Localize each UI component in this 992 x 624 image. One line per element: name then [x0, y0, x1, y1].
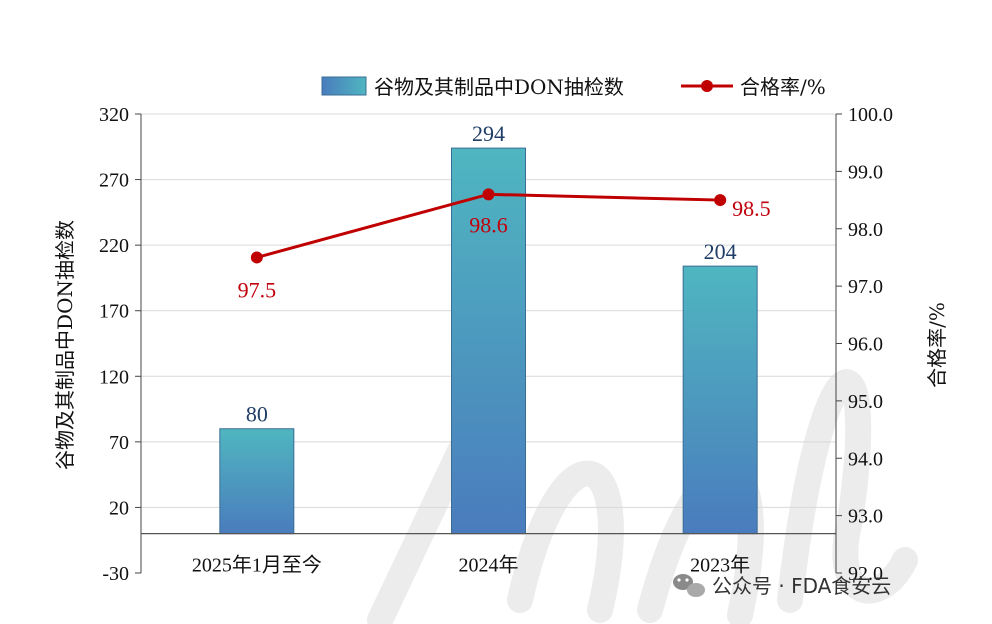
bar	[219, 428, 295, 535]
bars	[219, 147, 758, 535]
x-tick-label: 2025年1月至今	[192, 554, 322, 577]
y-tick-label: 170	[99, 301, 129, 323]
y2-tick-label: 92.0	[848, 563, 883, 585]
legend-bar-label: 谷物及其制品中DON抽检数	[374, 75, 624, 99]
x-tick-label: 2023年	[690, 554, 750, 577]
y-tick-label: 20	[109, 497, 129, 519]
y2-tick-label: 94.0	[848, 448, 883, 470]
line-data-label: 98.5	[732, 196, 771, 221]
line-data-label: 98.6	[469, 212, 508, 237]
line-point	[714, 194, 727, 207]
y2-tick-label: 98.0	[848, 219, 883, 241]
y-tick-label: -30	[102, 563, 129, 585]
data-labels: 80 294 204 97.5 98.6 98.5	[238, 121, 771, 427]
y2-tick-label: 97.0	[848, 276, 883, 298]
y-tick-label: 220	[99, 235, 129, 257]
line-point	[482, 188, 495, 201]
line-point	[250, 251, 263, 264]
wechat-icon	[673, 574, 705, 597]
y2-tick-label: 93.0	[848, 506, 883, 528]
legend-bar-swatch	[321, 76, 367, 96]
watermark-badge: 公众号 · FDA食安云	[673, 574, 891, 598]
bar-data-label: 80	[246, 402, 268, 427]
bar	[451, 147, 526, 535]
legend-line-label: 合格率/%	[740, 75, 826, 99]
bar-data-label: 204	[704, 239, 737, 264]
bar	[682, 265, 758, 535]
y2-tick-label: 99.0	[848, 161, 883, 183]
x-tick-label: 2024年	[459, 554, 519, 577]
y-axis-title: 谷物及其制品中DON抽检数	[53, 220, 77, 470]
y-tick-label: 320	[99, 104, 129, 126]
legend: 谷物及其制品中DON抽检数 合格率/%	[321, 75, 826, 99]
line-data-label: 97.5	[238, 277, 277, 302]
legend-line-marker	[701, 80, 713, 92]
y2-tick-label: 96.0	[848, 334, 883, 356]
watermark-text: 公众号 · FDA食安云	[712, 574, 891, 598]
y-tick-label: 70	[109, 432, 129, 454]
axes: -30 20 70 120 170 220 270 320 92.0 93.0 94.0 95.0 96…	[99, 104, 893, 585]
bar-data-label: 294	[472, 121, 505, 146]
y2-tick-label: 95.0	[848, 391, 883, 413]
y-tick-label: 270	[99, 170, 129, 192]
y-tick-label: 120	[99, 366, 129, 388]
y2-axis-title: 合格率/%	[925, 302, 949, 388]
y2-tick-label: 100.0	[848, 104, 893, 126]
line-series	[250, 188, 727, 264]
